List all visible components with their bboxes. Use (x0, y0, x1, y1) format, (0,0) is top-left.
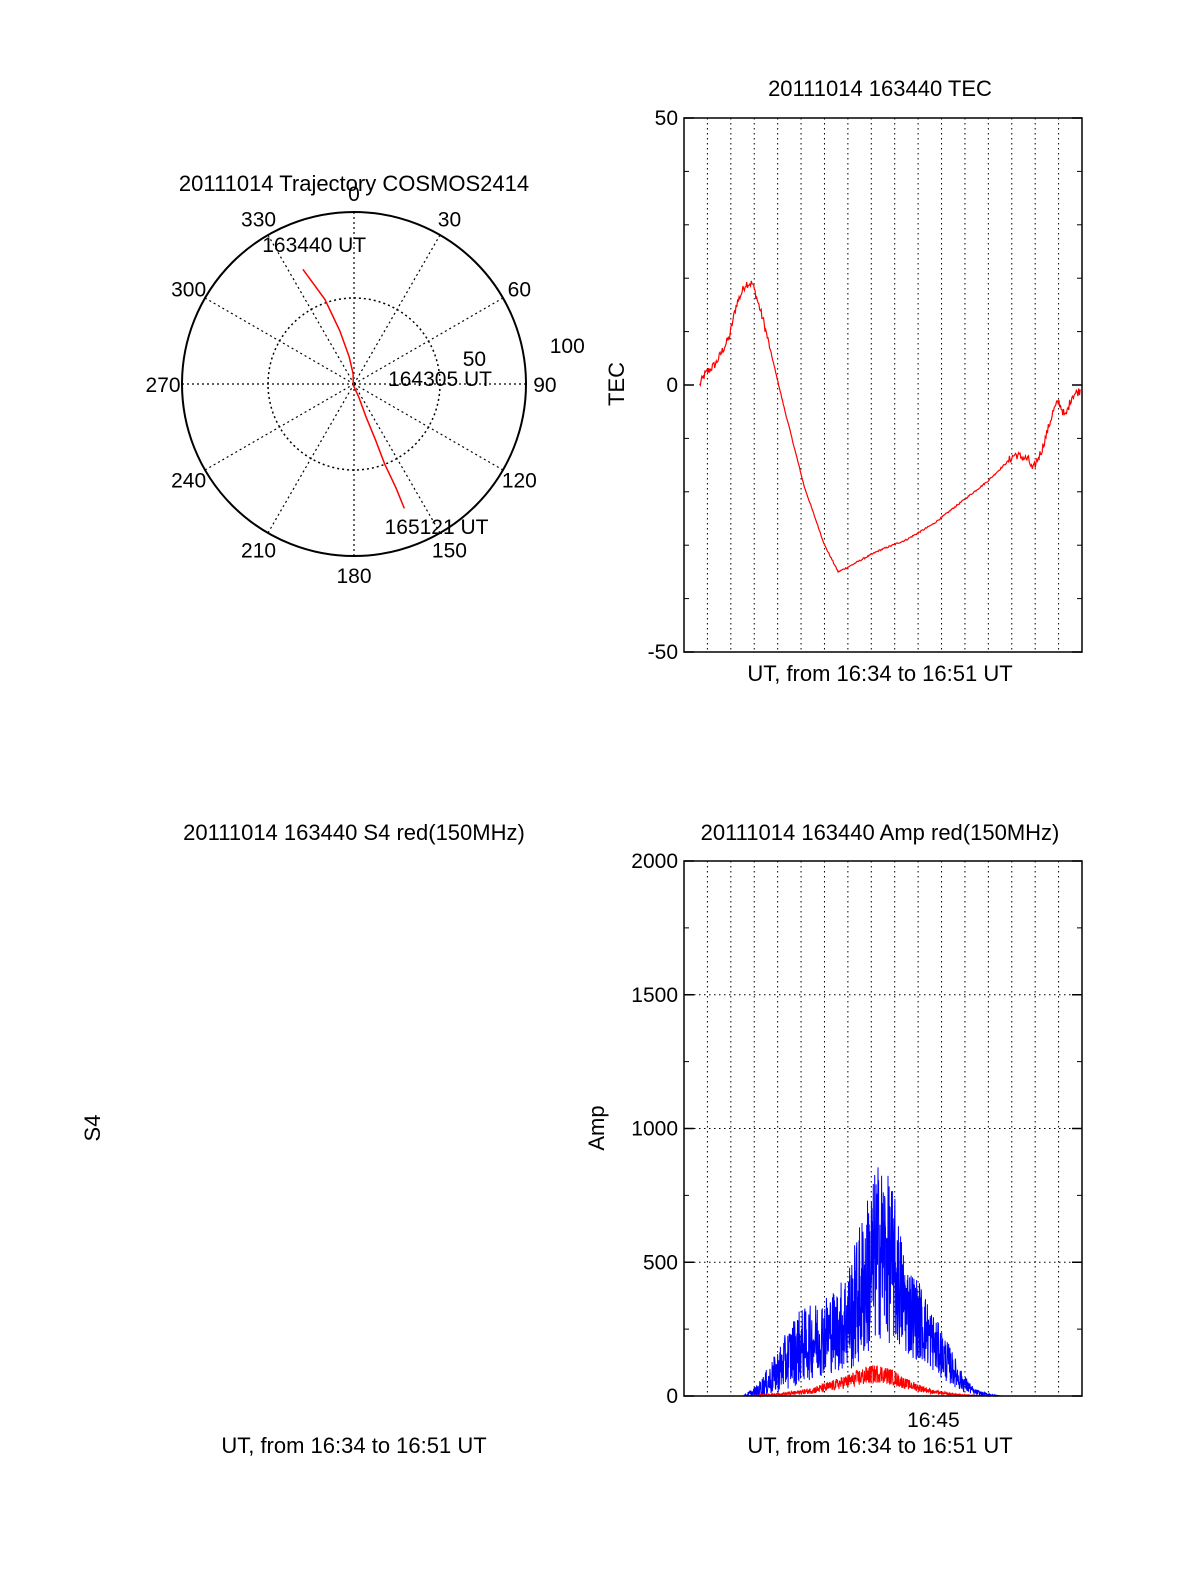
polar-spoke (353, 297, 504, 385)
plot-series (698, 280, 1081, 574)
series-line (695, 1167, 1082, 1398)
polar-angle-label: 150 (432, 539, 467, 562)
ytick-label: 0 (666, 374, 678, 397)
ytick-label: 1000 (631, 1118, 678, 1141)
tec-series-line (698, 280, 1081, 574)
polar-angle-label: 300 (171, 279, 206, 302)
polar-angle-label: 0 (348, 183, 360, 206)
polar-angle-label: 120 (502, 469, 537, 492)
tec-ylabel: TEC (604, 362, 629, 406)
amp-title: 20111014 163440 Amp red(150MHz) (701, 820, 1060, 845)
trajectory-line (302, 268, 405, 509)
polar-annotations: 163440 UT 164305 UT 165121 UT (262, 234, 492, 539)
polar-grid (181, 211, 527, 557)
trajectory-annotation: 163440 UT (262, 234, 366, 257)
ytick-label: 50 (655, 107, 678, 130)
trajectory-title: 20111014 Trajectory COSMOS2414 (179, 171, 529, 196)
plot-frame (683, 860, 1083, 1397)
polar-spoke (353, 383, 441, 534)
plot-frame (683, 117, 1083, 653)
tec-title: 20111014 163440 TEC (768, 76, 992, 101)
s4-xlabel: UT, from 16:34 to 16:51 UT (221, 1433, 486, 1458)
polar-spoke (353, 234, 441, 385)
axes: 0 500 1000 1500 2000 16:45 (631, 850, 1083, 1432)
polar-angle-label: 30 (438, 209, 461, 232)
ytick-label: 0 (666, 1385, 678, 1408)
ytick-label: -50 (648, 641, 678, 664)
polar-angle-label: 90 (533, 374, 556, 397)
polar-ring-outer (181, 211, 527, 557)
xtick-label: 16:45 (907, 1409, 960, 1432)
s4-ylabel: S4 (80, 1115, 105, 1142)
polar-angle-label: 240 (171, 469, 206, 492)
ytick-label: 500 (643, 1251, 678, 1274)
polar-spoke (267, 383, 355, 534)
polar-ring-inner (267, 297, 441, 471)
tec-chart: 20111014 163440 TEC TEC UT, from 16:34 t… (604, 76, 1083, 686)
polar-radius-label: 100 (550, 335, 585, 358)
polar-series (302, 268, 405, 509)
grid-lines (706, 118, 1060, 652)
axes: 50 0 -50 (648, 107, 1083, 664)
amp-xlabel: UT, from 16:34 to 16:51 UT (747, 1433, 1012, 1458)
trajectory-polar-chart: 20111014 Trajectory COSMOS2414 0 30 60 90 12… (146, 171, 585, 588)
ytick-label: 2000 (631, 850, 678, 873)
trajectory-annotation: 165121 UT (385, 516, 489, 539)
polar-angle-label: 210 (241, 539, 276, 562)
plot-series (695, 1167, 1082, 1398)
s4-title: 20111014 163440 S4 red(150MHz) (183, 820, 525, 845)
amp-chart: 20111014 163440 Amp red(150MHz) Amp UT, … (584, 820, 1083, 1458)
polar-angle-label: 330 (241, 209, 276, 232)
amp-ylabel: Amp (584, 1105, 609, 1150)
polar-angle-labels: 0 30 60 90 120 150 180 210 240 270 300 330 (146, 183, 557, 588)
polar-radius-labels: 50 100 (463, 335, 585, 371)
polar-spoke (267, 234, 355, 385)
polar-spoke (204, 383, 355, 471)
trajectory-annotation: 164305 UT (388, 368, 492, 391)
grid-lines (684, 861, 1082, 1396)
polar-radius-label: 50 (463, 348, 486, 371)
tec-xlabel: UT, from 16:34 to 16:51 UT (747, 661, 1012, 686)
polar-spoke (204, 297, 355, 385)
polar-angle-label: 270 (146, 374, 181, 397)
ytick-label: 1500 (631, 984, 678, 1007)
polar-angle-label: 180 (336, 565, 371, 588)
polar-angle-label: 60 (508, 279, 531, 302)
s4-chart: 20111014 163440 S4 red(150MHz) S4 UT, fr… (80, 820, 525, 1458)
